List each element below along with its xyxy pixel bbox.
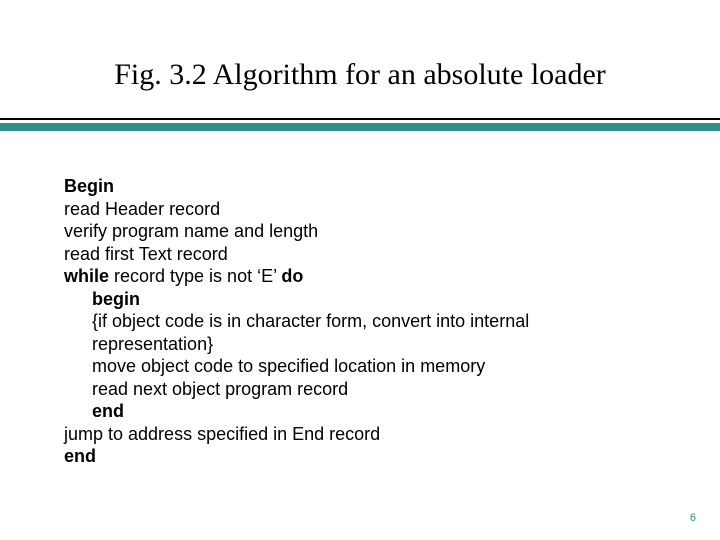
algo-text: {if object code is in character form, co… xyxy=(92,311,529,331)
slide: Fig. 3.2 Algorithm for an absolute loade… xyxy=(0,0,720,540)
algo-line: end xyxy=(64,445,660,468)
algo-line: {if object code is in character form, co… xyxy=(64,310,660,333)
algo-line: begin xyxy=(64,288,660,311)
algo-line: jump to address specified in End record xyxy=(64,423,660,446)
algo-line: end xyxy=(64,400,660,423)
algo-text: while xyxy=(64,266,109,286)
algo-line: verify program name and length xyxy=(64,220,660,243)
algo-text: record type is not ‘E’ xyxy=(109,266,281,286)
algo-text: verify program name and length xyxy=(64,221,318,241)
algo-text: end xyxy=(64,446,96,466)
rule-thin xyxy=(0,118,720,120)
slide-title: Fig. 3.2 Algorithm for an absolute loade… xyxy=(0,58,720,92)
algo-text: representation} xyxy=(92,334,213,354)
algo-text: Begin xyxy=(64,176,114,196)
algo-text: move object code to specified location i… xyxy=(92,356,485,376)
algo-text: begin xyxy=(92,289,140,309)
algo-text: read next object program record xyxy=(92,379,348,399)
algorithm-block: Begin read Header recordverify program na… xyxy=(64,175,660,468)
algo-text: read Header record xyxy=(64,199,220,219)
algo-line: while record type is not ‘E’ do xyxy=(64,265,660,288)
algo-line: representation} xyxy=(64,333,660,356)
rule-thick xyxy=(0,123,720,131)
algo-text: jump to address specified in End record xyxy=(64,424,380,444)
algo-line: read first Text record xyxy=(64,243,660,266)
title-underline xyxy=(0,118,720,131)
algo-line: read Header record xyxy=(64,198,660,221)
algo-text: read first Text record xyxy=(64,244,228,264)
algo-line: move object code to specified location i… xyxy=(64,355,660,378)
algo-line: Begin xyxy=(64,175,660,198)
algo-text: do xyxy=(281,266,303,286)
algo-text: end xyxy=(92,401,124,421)
page-number: 6 xyxy=(690,512,696,524)
algo-line: read next object program record xyxy=(64,378,660,401)
